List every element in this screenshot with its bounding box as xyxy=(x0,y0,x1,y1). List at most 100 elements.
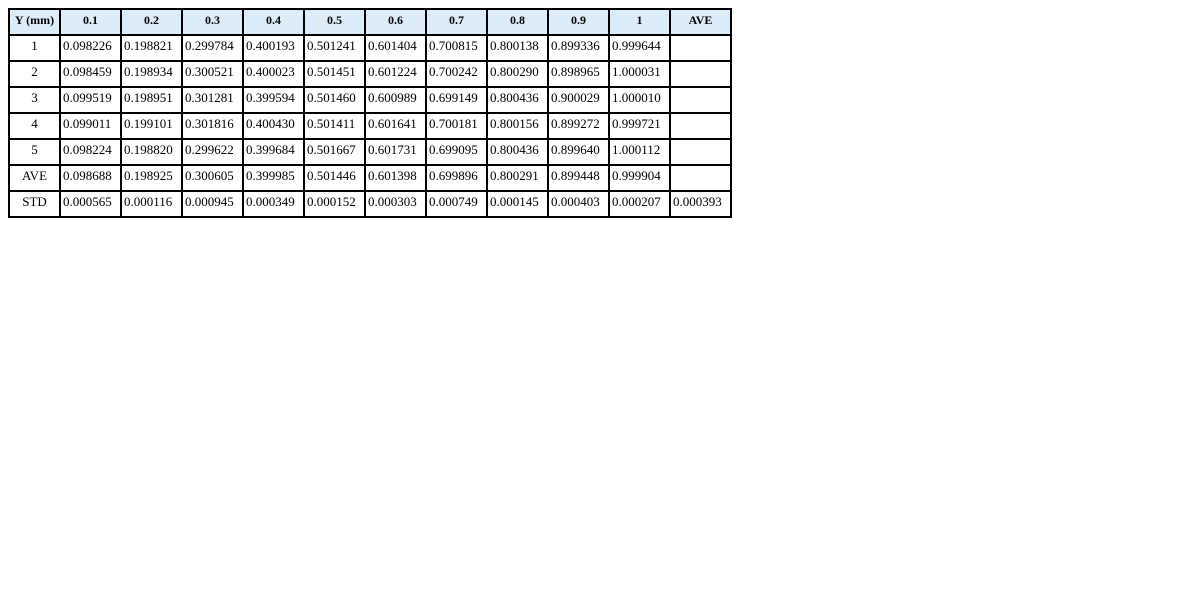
table-cell: 0.000152 xyxy=(304,191,365,217)
table-cell: 0.501451 xyxy=(304,61,365,87)
table-cell: 0.800290 xyxy=(487,61,548,87)
column-header: Y (mm) xyxy=(9,9,60,35)
row-label: AVE xyxy=(9,165,60,191)
table-cell: 0.399985 xyxy=(243,165,304,191)
table-cell: 0.000116 xyxy=(121,191,182,217)
table-cell: 0.400193 xyxy=(243,35,304,61)
table-cell: 0.999644 xyxy=(609,35,670,61)
table-cell: 0.800156 xyxy=(487,113,548,139)
table-cell: 0.601224 xyxy=(365,61,426,87)
column-header: 0.8 xyxy=(487,9,548,35)
column-header: 0.1 xyxy=(60,9,121,35)
table-cell: 0.199101 xyxy=(121,113,182,139)
column-header: 0.3 xyxy=(182,9,243,35)
table-cell: 0.198951 xyxy=(121,87,182,113)
table-cell: 0.899448 xyxy=(548,165,609,191)
table-cell xyxy=(670,87,731,113)
table-cell: 0.501411 xyxy=(304,113,365,139)
table-row: 5 0.098224 0.198820 0.299622 0.399684 0.50166… xyxy=(9,139,731,165)
table-cell: 0.999721 xyxy=(609,113,670,139)
table-row: 3 0.099519 0.198951 0.301281 0.399594 0.50146… xyxy=(9,87,731,113)
table-cell: 0.400023 xyxy=(243,61,304,87)
table-cell: 0.000207 xyxy=(609,191,670,217)
table-cell xyxy=(670,139,731,165)
table-cell: 0.899640 xyxy=(548,139,609,165)
table-cell: 0.000303 xyxy=(365,191,426,217)
table-cell: 1.000112 xyxy=(609,139,670,165)
table-cell: 0.198934 xyxy=(121,61,182,87)
table-row: 1 0.098226 0.198821 0.299784 0.400193 0.50124… xyxy=(9,35,731,61)
table-cell: 0.299622 xyxy=(182,139,243,165)
column-header: 1 xyxy=(609,9,670,35)
table-cell: 0.501667 xyxy=(304,139,365,165)
table-cell: 0.999904 xyxy=(609,165,670,191)
column-header: 0.4 xyxy=(243,9,304,35)
row-label: 1 xyxy=(9,35,60,61)
table-row: AVE 0.098688 0.198925 0.300605 0.399985 0.501… xyxy=(9,165,731,191)
table-cell: 0.400430 xyxy=(243,113,304,139)
table-cell: 0.800138 xyxy=(487,35,548,61)
table-cell: 0.601404 xyxy=(365,35,426,61)
table-row: 2 0.098459 0.198934 0.300521 0.400023 0.50145… xyxy=(9,61,731,87)
table-cell: 0.000145 xyxy=(487,191,548,217)
table-cell: 0.299784 xyxy=(182,35,243,61)
row-label: 4 xyxy=(9,113,60,139)
table-cell: 0.501446 xyxy=(304,165,365,191)
table-cell: 0.099519 xyxy=(60,87,121,113)
table-cell: 1.000010 xyxy=(609,87,670,113)
table-cell xyxy=(670,35,731,61)
table-cell: 0.800436 xyxy=(487,139,548,165)
table-cell: 0.098459 xyxy=(60,61,121,87)
column-header: 0.5 xyxy=(304,9,365,35)
table-cell: 0.198820 xyxy=(121,139,182,165)
row-label: 2 xyxy=(9,61,60,87)
table-cell: 0.699095 xyxy=(426,139,487,165)
table-cell: 0.899336 xyxy=(548,35,609,61)
table-cell xyxy=(670,61,731,87)
table-cell: 0.699149 xyxy=(426,87,487,113)
table-cell: 0.800291 xyxy=(487,165,548,191)
table-cell: 0.000565 xyxy=(60,191,121,217)
table-cell: 0.601731 xyxy=(365,139,426,165)
table-cell: 0.800436 xyxy=(487,87,548,113)
table-cell: 0.600989 xyxy=(365,87,426,113)
table-cell: 0.699896 xyxy=(426,165,487,191)
table-cell: 0.098224 xyxy=(60,139,121,165)
table-cell: 0.198925 xyxy=(121,165,182,191)
table-cell: 0.098688 xyxy=(60,165,121,191)
table-cell: 0.900029 xyxy=(548,87,609,113)
table-cell: 0.099011 xyxy=(60,113,121,139)
column-header: 0.7 xyxy=(426,9,487,35)
table-cell: 0.000403 xyxy=(548,191,609,217)
table-cell xyxy=(670,113,731,139)
row-label: 3 xyxy=(9,87,60,113)
table-cell: 1.000031 xyxy=(609,61,670,87)
row-label: 5 xyxy=(9,139,60,165)
table-cell: 0.399594 xyxy=(243,87,304,113)
table-cell: 0.501241 xyxy=(304,35,365,61)
table-cell: 0.399684 xyxy=(243,139,304,165)
table-cell: 0.000945 xyxy=(182,191,243,217)
table-cell: 0.601398 xyxy=(365,165,426,191)
table-cell: 0.301281 xyxy=(182,87,243,113)
table-cell: 0.700181 xyxy=(426,113,487,139)
table-cell: 0.300521 xyxy=(182,61,243,87)
table-cell: 0.700242 xyxy=(426,61,487,87)
table-cell: 0.501460 xyxy=(304,87,365,113)
table-cell: 0.300605 xyxy=(182,165,243,191)
table-cell: 0.601641 xyxy=(365,113,426,139)
table-row: STD 0.000565 0.000116 0.000945 0.000349 0.000… xyxy=(9,191,731,217)
table-cell: 0.000393 xyxy=(670,191,731,217)
header-row: Y (mm) 0.1 0.2 0.3 0.4 0.5 0.6 0.7 0.8 0.9 1 AVE xyxy=(9,9,731,35)
column-header: 0.9 xyxy=(548,9,609,35)
table-cell: 0.700815 xyxy=(426,35,487,61)
table-cell: 0.000749 xyxy=(426,191,487,217)
table-cell: 0.198821 xyxy=(121,35,182,61)
column-header: AVE xyxy=(670,9,731,35)
table-cell: 0.899272 xyxy=(548,113,609,139)
table-cell: 0.898965 xyxy=(548,61,609,87)
table-cell: 0.301816 xyxy=(182,113,243,139)
table-cell: 0.000349 xyxy=(243,191,304,217)
table-row: 4 0.099011 0.199101 0.301816 0.400430 0.50141… xyxy=(9,113,731,139)
